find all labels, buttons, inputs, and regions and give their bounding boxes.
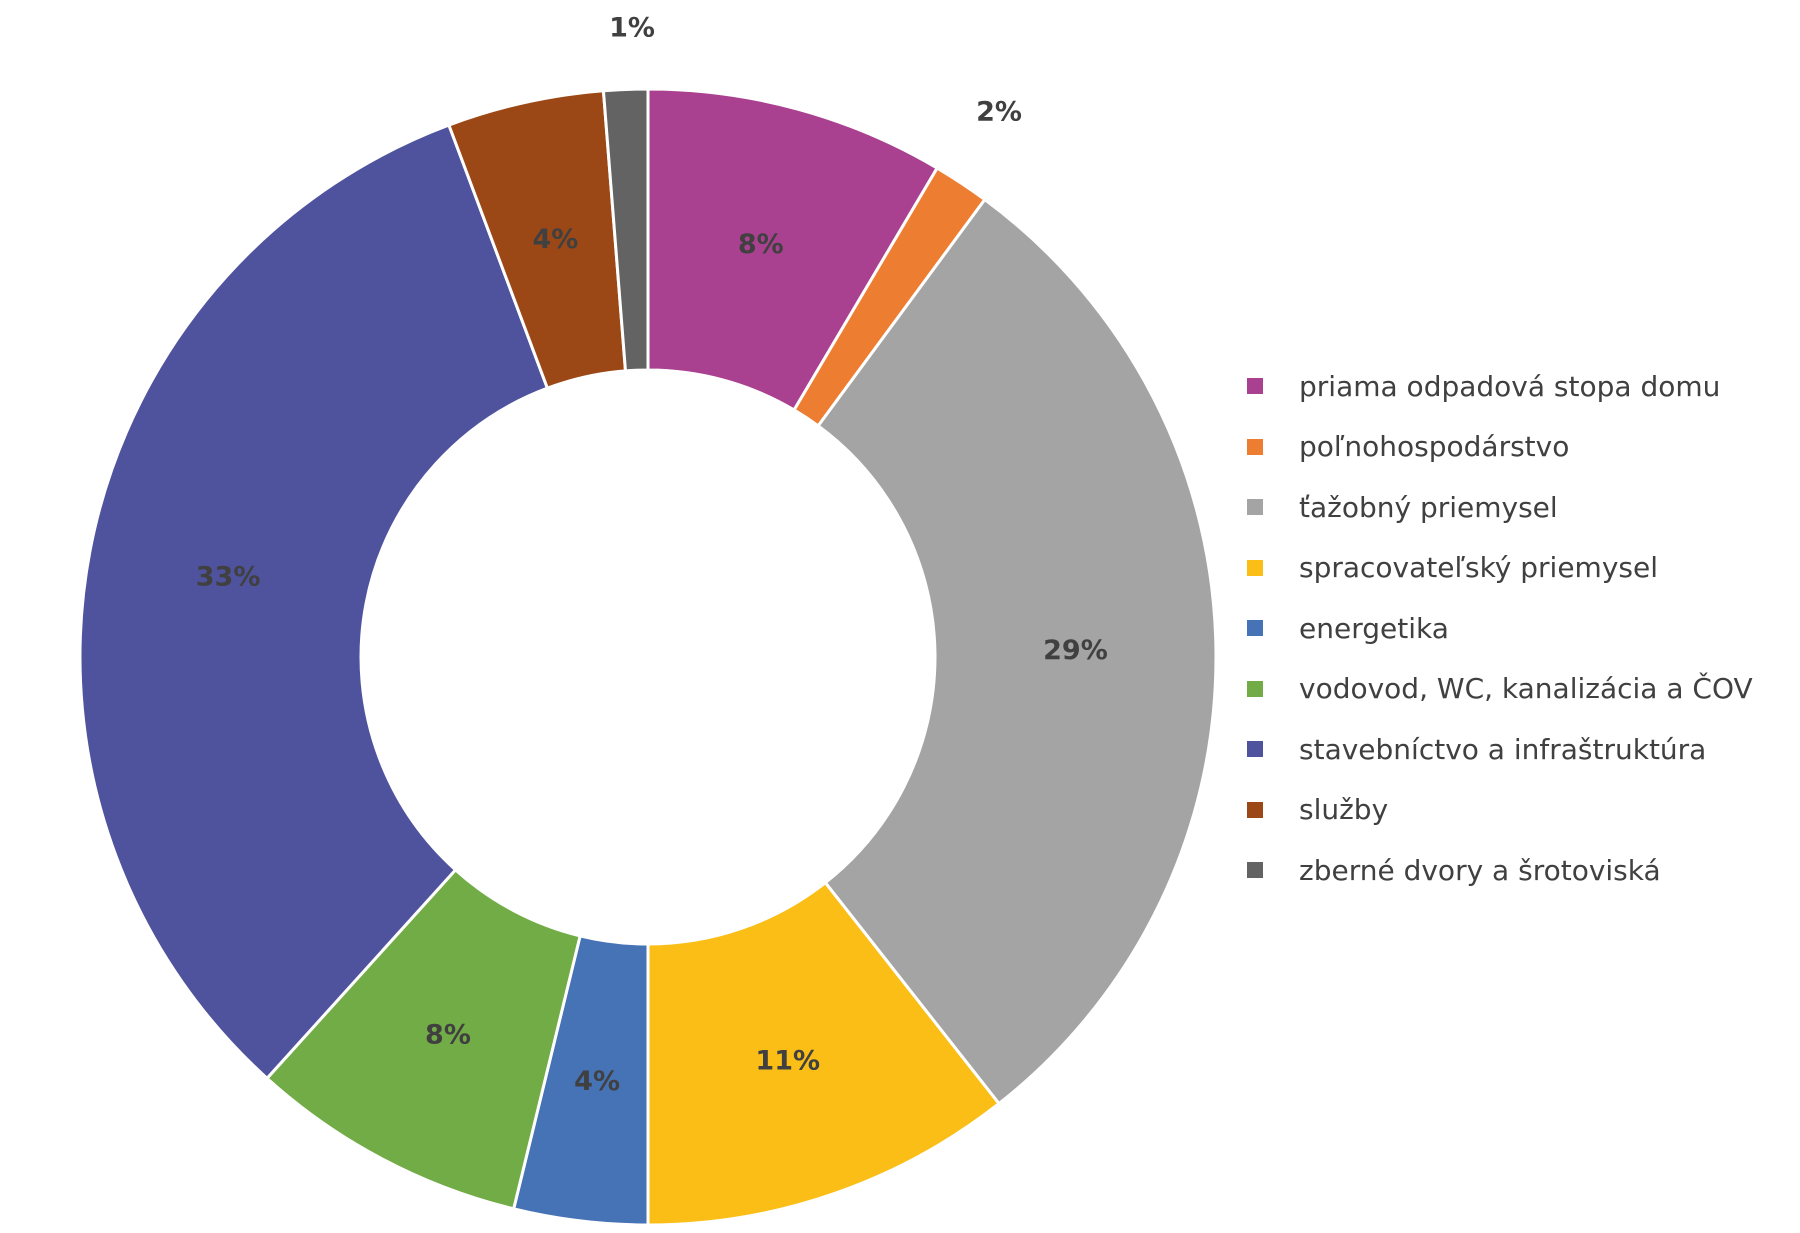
legend-swatch (1247, 559, 1263, 576)
legend-swatch (1247, 741, 1263, 758)
legend-item: zberné dvory a šrotoviská (1247, 840, 1753, 901)
slice-8 (601, 87, 650, 373)
data-label-8: 1% (609, 13, 655, 44)
legend-label: vodovod, WC, kanalizácia a ČOV (1299, 672, 1753, 706)
data-label-3: 11% (755, 1046, 820, 1077)
legend-swatch (1247, 801, 1263, 818)
legend-label: služby (1299, 793, 1389, 827)
slice-2 (816, 197, 1218, 1106)
legend-item: služby (1247, 780, 1753, 841)
data-label-5: 8% (425, 1019, 471, 1050)
legend-item: priama odpadová stopa domu (1247, 356, 1753, 417)
legend-item: stavebníctvo a infraštruktúra (1247, 719, 1753, 780)
legend-swatch (1247, 499, 1263, 516)
legend-swatch (1247, 438, 1263, 455)
legend-label: energetika (1299, 611, 1449, 645)
legend-swatch (1247, 378, 1263, 395)
legend-label: priama odpadová stopa domu (1299, 369, 1721, 403)
data-label-4: 4% (574, 1066, 620, 1097)
legend-label: spracovateľský priemysel (1299, 551, 1658, 585)
data-label-0: 8% (738, 229, 784, 260)
data-label-2: 29% (1043, 635, 1108, 666)
slice-6 (78, 123, 550, 1081)
legend: priama odpadová stopa domu poľnohospodárs… (1247, 356, 1753, 901)
data-label-1: 2% (976, 97, 1022, 128)
data-label-7: 4% (532, 224, 578, 255)
legend-swatch (1247, 862, 1263, 879)
slice-0 (646, 87, 940, 413)
data-label-6: 33% (196, 561, 261, 592)
legend-item: vodovod, WC, kanalizácia a ČOV (1247, 659, 1753, 720)
legend-item: spracovateľský priemysel (1247, 538, 1753, 599)
legend-item: poľnohospodárstvo (1247, 417, 1753, 478)
legend-swatch (1247, 620, 1263, 637)
legend-item: energetika (1247, 598, 1753, 659)
legend-label: stavebníctvo a infraštruktúra (1299, 732, 1707, 766)
slice-3 (646, 880, 1002, 1227)
legend-swatch (1247, 680, 1263, 697)
legend-item: ťažobný priemysel (1247, 477, 1753, 538)
legend-label: ťažobný priemysel (1299, 490, 1558, 524)
legend-label: poľnohospodárstvo (1299, 430, 1570, 464)
legend-label: zberné dvory a šrotoviská (1299, 853, 1661, 887)
